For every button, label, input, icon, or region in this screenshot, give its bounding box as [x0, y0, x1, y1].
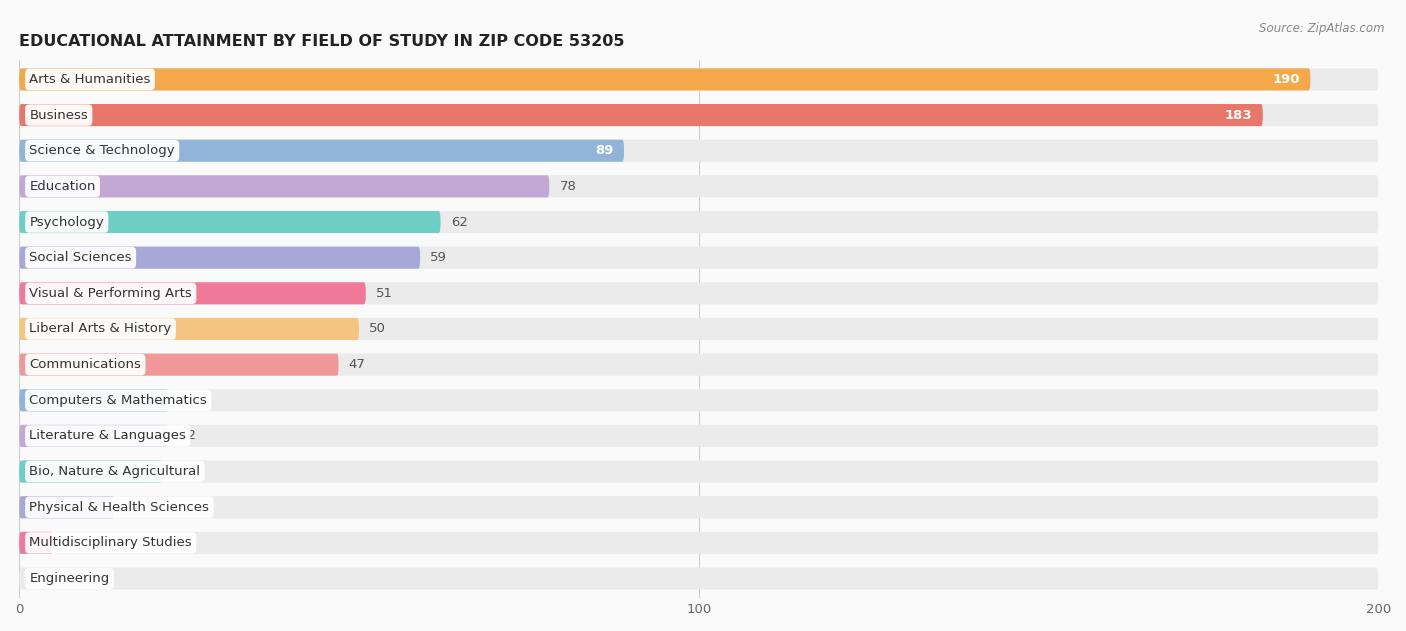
FancyBboxPatch shape: [20, 104, 1263, 126]
FancyBboxPatch shape: [20, 567, 1378, 589]
Text: Social Sciences: Social Sciences: [30, 251, 132, 264]
Text: 21: 21: [172, 465, 188, 478]
Text: 190: 190: [1272, 73, 1301, 86]
FancyBboxPatch shape: [20, 247, 420, 269]
FancyBboxPatch shape: [20, 353, 1378, 375]
FancyBboxPatch shape: [20, 175, 550, 198]
Text: Business: Business: [30, 109, 89, 122]
Text: Engineering: Engineering: [30, 572, 110, 585]
FancyBboxPatch shape: [20, 175, 1378, 198]
Text: Education: Education: [30, 180, 96, 193]
Text: 62: 62: [451, 216, 468, 228]
Text: Communications: Communications: [30, 358, 141, 371]
FancyBboxPatch shape: [20, 104, 1378, 126]
Text: 14: 14: [125, 501, 142, 514]
Text: 50: 50: [370, 322, 387, 336]
FancyBboxPatch shape: [20, 139, 624, 162]
Text: 22: 22: [179, 394, 195, 407]
Text: Physical & Health Sciences: Physical & Health Sciences: [30, 501, 209, 514]
FancyBboxPatch shape: [20, 496, 1378, 518]
FancyBboxPatch shape: [20, 68, 1378, 90]
Text: Arts & Humanities: Arts & Humanities: [30, 73, 150, 86]
FancyBboxPatch shape: [20, 532, 1378, 554]
Text: Liberal Arts & History: Liberal Arts & History: [30, 322, 172, 336]
Text: EDUCATIONAL ATTAINMENT BY FIELD OF STUDY IN ZIP CODE 53205: EDUCATIONAL ATTAINMENT BY FIELD OF STUDY…: [20, 34, 624, 49]
Text: Source: ZipAtlas.com: Source: ZipAtlas.com: [1260, 22, 1385, 35]
Text: Computers & Mathematics: Computers & Mathematics: [30, 394, 207, 407]
FancyBboxPatch shape: [20, 461, 162, 483]
Text: Multidisciplinary Studies: Multidisciplinary Studies: [30, 536, 193, 550]
FancyBboxPatch shape: [20, 353, 339, 375]
FancyBboxPatch shape: [20, 211, 440, 233]
FancyBboxPatch shape: [20, 425, 1378, 447]
FancyBboxPatch shape: [20, 389, 1378, 411]
FancyBboxPatch shape: [20, 247, 1378, 269]
Text: 5: 5: [63, 536, 72, 550]
Text: Science & Technology: Science & Technology: [30, 144, 174, 157]
Text: Visual & Performing Arts: Visual & Performing Arts: [30, 287, 193, 300]
Text: 22: 22: [179, 430, 195, 442]
FancyBboxPatch shape: [20, 139, 1378, 162]
FancyBboxPatch shape: [20, 282, 1378, 304]
FancyBboxPatch shape: [20, 318, 359, 340]
Text: Literature & Languages: Literature & Languages: [30, 430, 186, 442]
Text: 183: 183: [1225, 109, 1253, 122]
FancyBboxPatch shape: [20, 389, 169, 411]
Text: 78: 78: [560, 180, 576, 193]
Text: 59: 59: [430, 251, 447, 264]
FancyBboxPatch shape: [20, 282, 366, 304]
Text: 47: 47: [349, 358, 366, 371]
FancyBboxPatch shape: [20, 318, 1378, 340]
FancyBboxPatch shape: [20, 211, 1378, 233]
Text: Bio, Nature & Agricultural: Bio, Nature & Agricultural: [30, 465, 201, 478]
FancyBboxPatch shape: [20, 68, 1310, 90]
Text: 51: 51: [375, 287, 392, 300]
Text: Psychology: Psychology: [30, 216, 104, 228]
FancyBboxPatch shape: [20, 532, 53, 554]
Text: 89: 89: [596, 144, 614, 157]
Text: 0: 0: [30, 572, 38, 585]
FancyBboxPatch shape: [20, 425, 169, 447]
FancyBboxPatch shape: [20, 496, 114, 518]
FancyBboxPatch shape: [20, 461, 1378, 483]
